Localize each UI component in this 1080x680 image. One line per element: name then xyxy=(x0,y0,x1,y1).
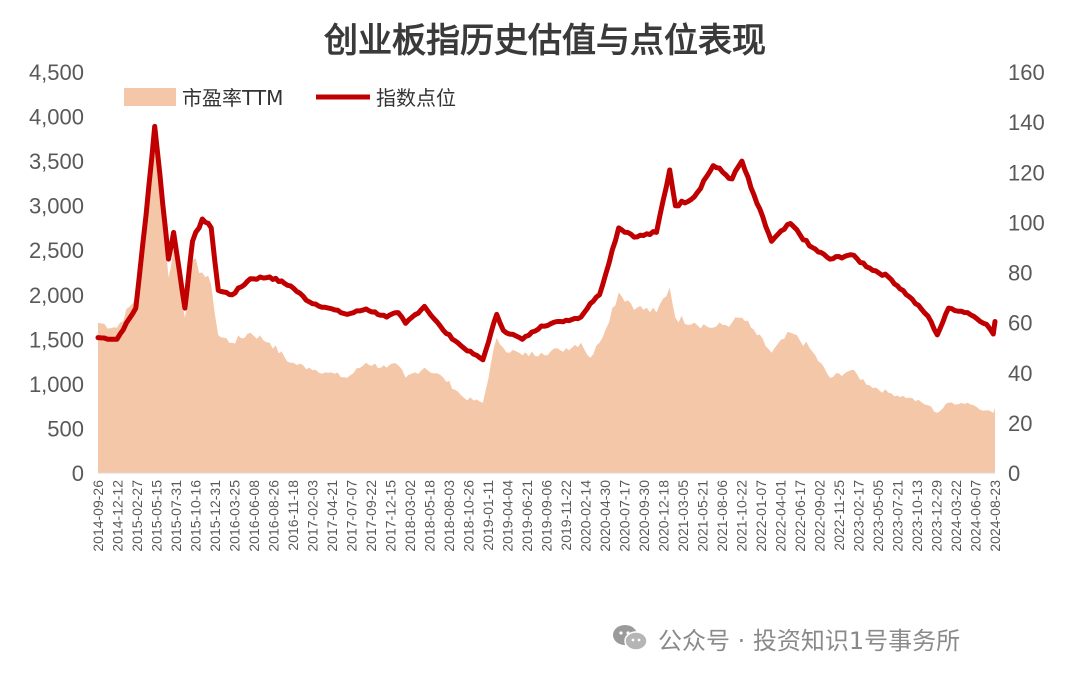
legend-label-index: 指数点位 xyxy=(376,86,456,110)
legend: 市盈率TTM 指数点位 xyxy=(124,86,456,110)
x-tick-label: 2018-03-02 xyxy=(402,480,418,552)
x-tick-label: 2016-08-26 xyxy=(266,480,282,552)
right-tick-label: 20 xyxy=(1008,411,1032,436)
x-tick-label: 2021-08-06 xyxy=(714,480,730,552)
x-tick-label: 2018-08-03 xyxy=(441,480,457,552)
x-tick-label: 2024-03-22 xyxy=(948,480,964,552)
x-tick-label: 2014-12-12 xyxy=(110,480,126,552)
legend-swatch-pe xyxy=(124,88,176,106)
right-tick-label: 40 xyxy=(1008,361,1032,386)
x-tick-label: 2021-03-05 xyxy=(675,480,691,552)
right-tick-label: 140 xyxy=(1008,110,1045,135)
x-tick-label: 2014-09-26 xyxy=(90,480,106,552)
x-axis: 2014-09-26 2014-12-12 2015-02-27 2015-05-15… xyxy=(90,480,1003,552)
x-tick-label: 2022-09-02 xyxy=(812,480,828,552)
x-tick-label: 2020-02-14 xyxy=(578,480,594,552)
x-tick-label: 2020-12-18 xyxy=(656,480,672,552)
x-tick-label: 2021-05-21 xyxy=(695,480,711,552)
x-tick-label: 2020-09-30 xyxy=(636,480,652,552)
x-tick-label: 2022-01-07 xyxy=(753,480,769,552)
x-tick-label: 2015-07-31 xyxy=(168,480,184,552)
left-tick-label: 4,000 xyxy=(29,105,84,130)
x-tick-label: 2023-12-29 xyxy=(929,480,945,552)
x-tick-label: 2019-01-11 xyxy=(480,480,496,551)
x-tick-label: 2017-09-22 xyxy=(363,480,379,552)
wechat-icon xyxy=(613,625,648,651)
left-tick-label: 1,000 xyxy=(29,372,84,397)
x-tick-label: 2016-03-25 xyxy=(227,480,243,552)
x-tick-label: 2024-08-23 xyxy=(987,480,1003,552)
x-tick-label: 2022-11-25 xyxy=(831,480,847,551)
left-tick-label: 2,000 xyxy=(29,283,84,308)
right-tick-label: 0 xyxy=(1008,461,1020,486)
x-tick-label: 2015-02-27 xyxy=(129,480,145,552)
x-tick-label: 2023-10-13 xyxy=(909,480,925,552)
x-tick-label: 2017-04-21 xyxy=(324,480,340,552)
right-tick-label: 100 xyxy=(1008,210,1045,235)
right-tick-label: 120 xyxy=(1008,160,1045,185)
x-tick-label: 2018-05-18 xyxy=(422,480,438,552)
pe-ttm-area xyxy=(98,129,995,473)
left-axis: 0 500 1,000 1,500 2,000 2,500 3,000 3,500 4,000 4… xyxy=(29,60,84,486)
legend-label-pe: 市盈率TTM xyxy=(182,86,283,110)
watermark-text: 公众号 · 投资知识1号事务所 xyxy=(658,626,961,655)
x-tick-label: 2023-07-21 xyxy=(890,480,906,552)
x-tick-label: 2020-07-17 xyxy=(617,480,633,552)
right-tick-label: 80 xyxy=(1008,261,1032,286)
left-tick-label: 4,500 xyxy=(29,60,84,85)
right-axis: 0 20 40 60 80 100 120 140 160 xyxy=(1008,60,1045,486)
x-tick-label: 2023-05-05 xyxy=(870,480,886,552)
x-tick-label: 2017-12-15 xyxy=(383,480,399,552)
x-tick-label: 2016-06-08 xyxy=(246,480,262,552)
left-tick-label: 2,500 xyxy=(29,238,84,263)
left-tick-label: 0 xyxy=(72,461,84,486)
right-tick-label: 160 xyxy=(1008,60,1045,85)
x-tick-label: 2019-11-22 xyxy=(558,480,574,551)
x-tick-label: 2020-04-30 xyxy=(597,480,613,552)
x-tick-label: 2019-09-06 xyxy=(539,480,555,552)
x-tick-label: 2023-02-17 xyxy=(851,480,867,552)
x-tick-label: 2019-06-21 xyxy=(519,480,535,552)
index-level-line xyxy=(95,123,998,363)
x-tick-label: 2022-06-17 xyxy=(792,480,808,552)
x-tick-label: 2017-02-03 xyxy=(305,480,321,552)
left-tick-label: 1,500 xyxy=(29,327,84,352)
x-tick-label: 2019-04-04 xyxy=(500,480,516,552)
x-tick-label: 2021-10-22 xyxy=(734,480,750,552)
x-tick-label: 2022-04-01 xyxy=(773,480,789,552)
left-tick-label: 3,500 xyxy=(29,149,84,174)
watermark: 公众号 · 投资知识1号事务所 xyxy=(612,618,960,658)
plot-area xyxy=(95,123,998,474)
chart-title: 创业板指历史估值与点位表现 xyxy=(323,21,766,61)
x-tick-label: 2015-05-15 xyxy=(149,480,165,552)
x-tick-label: 2018-10-26 xyxy=(461,480,477,552)
x-tick-label: 2016-11-18 xyxy=(285,480,301,551)
left-tick-label: 3,000 xyxy=(29,194,84,219)
x-tick-label: 2015-10-16 xyxy=(188,480,204,552)
x-tick-label: 2015-12-31 xyxy=(207,480,223,552)
x-tick-label: 2017-07-07 xyxy=(344,480,360,552)
right-tick-label: 60 xyxy=(1008,311,1032,336)
x-tick-label: 2024-06-07 xyxy=(968,480,984,552)
left-tick-label: 500 xyxy=(47,416,84,441)
